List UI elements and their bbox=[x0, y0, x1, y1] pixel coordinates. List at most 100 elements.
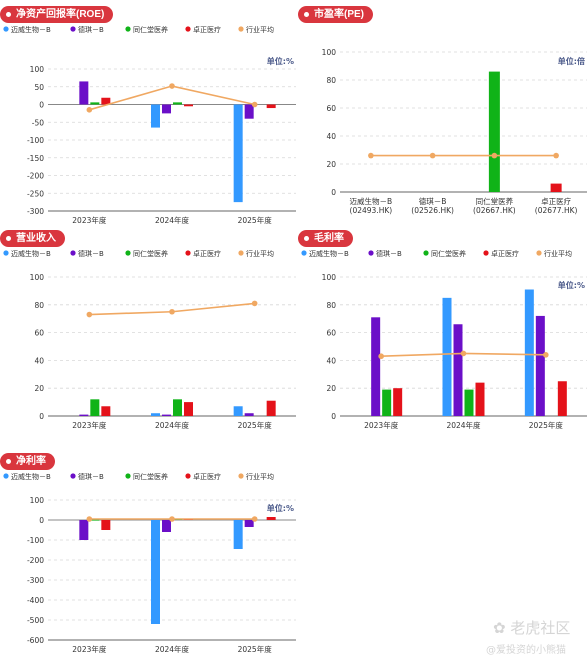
bar-s2-3 bbox=[244, 413, 254, 416]
bar-s3-2 bbox=[464, 389, 474, 416]
legend-marker-1 bbox=[3, 26, 9, 32]
avg-point-2 bbox=[460, 350, 467, 357]
bar-s1-3 bbox=[233, 520, 243, 549]
avg-line bbox=[89, 85, 255, 111]
x-tick-label: 2023年度 bbox=[72, 644, 107, 654]
y-tick-label: 80 bbox=[326, 76, 336, 85]
y-tick-label: 0 bbox=[39, 516, 44, 525]
bar-s2-2 bbox=[162, 520, 171, 532]
bar-4 bbox=[550, 183, 562, 192]
bar-s3-2 bbox=[173, 102, 182, 105]
x-tick-label: 2025年度 bbox=[238, 644, 273, 654]
y-tick-label: 50 bbox=[34, 83, 44, 92]
legend-label-2: 德琪－B bbox=[78, 249, 104, 258]
x-tick-label: 2024年度 bbox=[155, 644, 190, 654]
unit-label: 单位:% bbox=[267, 56, 294, 66]
legend-marker-3 bbox=[125, 250, 131, 256]
avg-point-2 bbox=[169, 308, 175, 315]
y-tick-label: 0 bbox=[39, 412, 44, 421]
avg-point-2 bbox=[169, 516, 175, 522]
legend-label-4: 卓正医疗 bbox=[193, 25, 221, 34]
bar-s2-3 bbox=[244, 520, 254, 527]
bar-s1-3 bbox=[233, 406, 243, 416]
y-tick-label: 100 bbox=[322, 273, 337, 282]
legend-marker-3 bbox=[125, 473, 131, 479]
bar-s1-2 bbox=[151, 413, 160, 416]
np-title-badge: 净利率 bbox=[0, 453, 55, 470]
bar-s4-3 bbox=[266, 104, 276, 109]
bar-s2-1 bbox=[371, 317, 381, 416]
y-tick-label: -300 bbox=[27, 207, 44, 216]
legend-label-2: 德琪－B bbox=[78, 25, 104, 34]
legend-label-1: 迈威生物－B bbox=[309, 249, 349, 258]
x-tick-label: 2024年度 bbox=[446, 420, 481, 430]
y-tick-label: -150 bbox=[27, 154, 44, 163]
x-tick-label: 2025年度 bbox=[529, 420, 564, 430]
legend-label-2: 德琪－B bbox=[78, 472, 104, 481]
y-tick-label: 0 bbox=[331, 412, 336, 421]
avg-point-1 bbox=[378, 353, 384, 360]
y-tick-label: 20 bbox=[326, 160, 336, 169]
legend-label-4: 卓正医疗 bbox=[193, 472, 221, 481]
bar-s1-3 bbox=[524, 289, 534, 416]
legend-marker-5 bbox=[536, 250, 542, 256]
avg-point-3 bbox=[543, 352, 549, 358]
y-tick-label: 100 bbox=[30, 65, 45, 74]
x-tick-label: 2023年度 bbox=[72, 420, 107, 430]
y-tick-label: 0 bbox=[39, 101, 44, 110]
legend-label-1: 迈威生物－B bbox=[11, 249, 51, 258]
y-tick-label: -250 bbox=[27, 189, 44, 198]
legend-marker-1 bbox=[301, 250, 307, 256]
x-tick-label: 2023年度 bbox=[72, 215, 107, 225]
legend-label-5: 行业平均 bbox=[246, 249, 274, 258]
y-tick-label: 40 bbox=[326, 356, 336, 365]
bar-s4-1 bbox=[101, 520, 111, 530]
unit-label: 单位:倍 bbox=[558, 56, 585, 66]
y-tick-label: -400 bbox=[27, 596, 44, 605]
unit-label: 单位:% bbox=[267, 503, 294, 513]
legend-marker-4 bbox=[185, 26, 191, 32]
revenue-title-badge: 营业收入 bbox=[0, 230, 65, 247]
bar-s2-1 bbox=[79, 520, 89, 540]
y-tick-label: 80 bbox=[34, 301, 44, 310]
y-tick-label: -100 bbox=[27, 536, 44, 545]
y-tick-label: -500 bbox=[27, 616, 44, 625]
avg-point-2 bbox=[429, 152, 436, 159]
bar-3 bbox=[488, 71, 500, 192]
y-tick-label: 100 bbox=[322, 48, 337, 57]
roe-chart: 迈威生物－B 德琪－B 同仁堂医养 卓正医疗 行业平均 100 50 0 -50 -100 -150… bbox=[3, 25, 296, 225]
gm-title-badge: 毛利率 bbox=[298, 230, 353, 247]
x-tick-label: 2025年度 bbox=[238, 420, 273, 430]
y-tick-label: 20 bbox=[34, 384, 44, 393]
bar-s2-2 bbox=[162, 414, 171, 416]
bar-s2-3 bbox=[244, 104, 254, 119]
avg-point-3 bbox=[251, 516, 258, 522]
bar-s4-3 bbox=[266, 517, 276, 520]
legend-marker-5 bbox=[238, 26, 244, 32]
bar-s1-3 bbox=[233, 104, 243, 203]
np-chart: 迈威生物－B 德琪－B 同仁堂医养 卓正医疗 行业平均 100 0 -100 -200 -300 -… bbox=[3, 472, 296, 654]
legend-marker-3 bbox=[423, 250, 429, 256]
bar-s3-2 bbox=[173, 399, 182, 416]
legend-marker-2 bbox=[70, 26, 76, 32]
legend-label-5: 行业平均 bbox=[246, 25, 274, 34]
legend-label-4: 卓正医疗 bbox=[193, 249, 221, 258]
x-tick-label: 同仁堂医养 bbox=[476, 196, 514, 206]
bar-s4-3 bbox=[266, 400, 276, 416]
x-tick-label: 迈威生物－B bbox=[350, 196, 393, 206]
avg-point-3 bbox=[491, 152, 498, 159]
y-tick-label: -50 bbox=[32, 118, 44, 127]
bar-s2-3 bbox=[535, 315, 545, 416]
bar-s3-1 bbox=[90, 102, 100, 105]
bar-s4-1 bbox=[101, 406, 111, 416]
roe-title-badge: 净资产回报率(ROE) bbox=[0, 6, 114, 23]
x-tick-label: (02677.HK) bbox=[535, 206, 578, 215]
legend-marker-1 bbox=[3, 250, 9, 256]
watermark-brand: ✿ 老虎社区 bbox=[493, 619, 571, 637]
legend-label-5: 行业平均 bbox=[544, 249, 572, 258]
y-tick-label: 0 bbox=[331, 188, 336, 197]
y-tick-label: -600 bbox=[27, 636, 44, 645]
x-tick-label: (02667.HK) bbox=[473, 206, 516, 215]
gm-chart: 迈威生物－B 德琪－B 同仁堂医养 卓正医疗 行业平均 100 80 60 40 20 0 单位:% 2… bbox=[301, 249, 587, 430]
y-tick-label: -200 bbox=[27, 556, 44, 565]
